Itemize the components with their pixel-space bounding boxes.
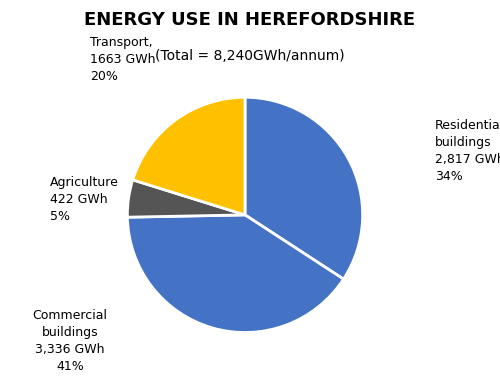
- Text: Transport,
1663 GWh
20%: Transport, 1663 GWh 20%: [90, 36, 156, 83]
- Text: Residential
buildings
2,817 GWh
34%: Residential buildings 2,817 GWh 34%: [435, 119, 500, 183]
- Text: Agriculture
422 GWh
5%: Agriculture 422 GWh 5%: [50, 176, 119, 223]
- Text: ENERGY USE IN HEREFORDSHIRE: ENERGY USE IN HEREFORDSHIRE: [84, 11, 415, 29]
- Wedge shape: [132, 97, 245, 215]
- Wedge shape: [245, 97, 362, 279]
- Wedge shape: [128, 215, 344, 333]
- Text: Commercial
buildings
3,336 GWh
41%: Commercial buildings 3,336 GWh 41%: [32, 309, 108, 373]
- Wedge shape: [128, 180, 245, 217]
- Text: (Total = 8,240GWh/annum): (Total = 8,240GWh/annum): [155, 49, 345, 63]
